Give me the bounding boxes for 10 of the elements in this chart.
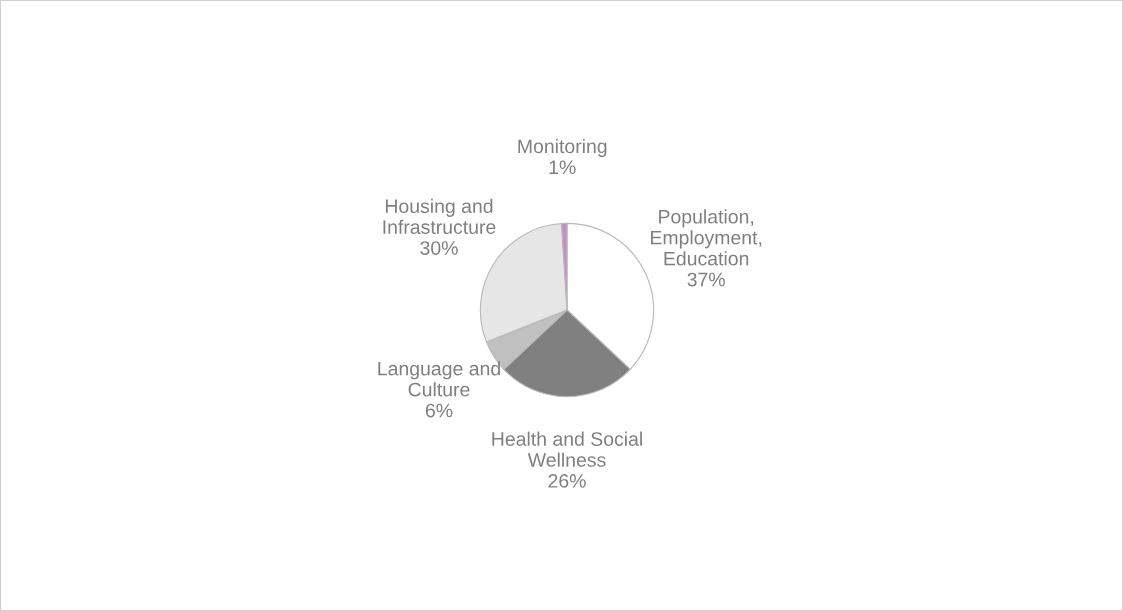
data-label: 6% (425, 403, 453, 418)
slice-label: Language and Culture (378, 361, 500, 397)
data-label: 1% (549, 160, 576, 175)
data-label: 37% (687, 272, 725, 287)
slice-label: Health and Social Wellness (492, 431, 642, 467)
slice-label: Population, Employment, Education (651, 209, 762, 266)
slice-label: Housing and Infrastructure (383, 198, 496, 234)
data-label: 26% (548, 474, 586, 488)
slice-label: Monitoring (518, 138, 607, 158)
data-label: 30% (420, 241, 458, 255)
